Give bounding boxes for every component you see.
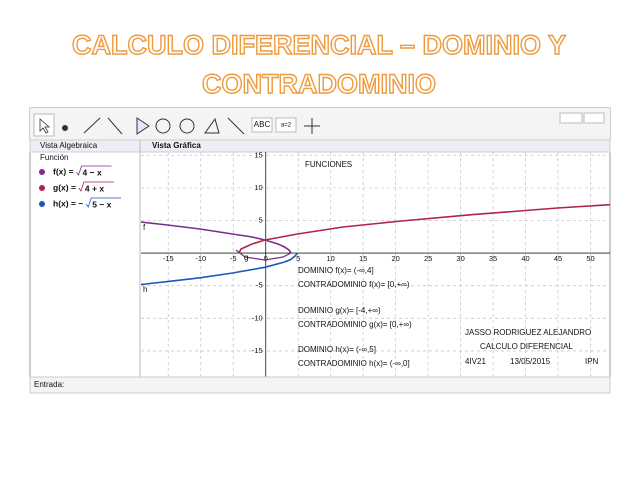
slide-title: CONTRADOMINIO: [202, 69, 436, 99]
curve-label: f: [143, 223, 146, 232]
input-label: Entrada:: [34, 380, 64, 389]
radicand: 4 + x: [85, 183, 104, 193]
toolbar: [30, 108, 610, 140]
undo-button[interactable]: [559, 112, 583, 124]
note: DOMINIO f(x)= (-∞,4]: [298, 266, 374, 275]
tool-label: ABC: [254, 120, 271, 129]
graphics-view: -15-10-50510152025303540455015105-5-10-1…: [141, 150, 610, 377]
y-tick-label: -15: [252, 346, 263, 355]
note: CONTRADOMINIO g(x)= [0,+∞): [298, 320, 412, 329]
course: CALCULO DIFERENCIAL: [480, 342, 573, 351]
x-tick-label: 45: [554, 254, 562, 263]
y-tick-label: -5: [256, 281, 263, 290]
curve-g: [238, 203, 610, 254]
x-tick-label: 20: [391, 254, 399, 263]
object-dot[interactable]: [39, 185, 45, 191]
tool-button[interactable]: [275, 117, 297, 133]
panel-header: Vista Gráfica: [152, 141, 201, 150]
x-tick-label: 5: [296, 254, 300, 263]
panel-header: Vista Algebraica: [40, 141, 98, 150]
slide-title: CALCULO DIFERENCIAL – DOMINIO Y: [72, 30, 566, 60]
x-tick-label: 25: [424, 254, 432, 263]
function-name: h(x) = −: [53, 198, 83, 208]
x-tick-label: -15: [163, 254, 174, 263]
geogebra-window: ABC a=2 Vista Algebraica Vista Gráfica F…: [29, 107, 611, 394]
author: JASSO RODRIGUEZ ALEJANDRO: [465, 328, 591, 337]
y-tick-label: 10: [254, 183, 262, 192]
object-dot[interactable]: [39, 201, 45, 207]
x-tick-label: 15: [359, 254, 367, 263]
x-tick-label: 40: [521, 254, 529, 263]
x-tick-label: 30: [456, 254, 464, 263]
icon[interactable]: [107, 117, 123, 135]
x-tick-label: -5: [230, 254, 237, 263]
icon[interactable]: [227, 117, 245, 135]
note: DOMINIO g(x)= [-4,+∞): [298, 306, 381, 315]
redo-button[interactable]: [583, 112, 605, 124]
curve-h: [141, 252, 299, 286]
icon: [39, 118, 51, 134]
note: CONTRADOMINIO f(x)= [0,+∞): [298, 280, 410, 289]
function-name: f(x) =: [53, 166, 74, 176]
icon[interactable]: [136, 117, 150, 135]
group-label: Función: [40, 153, 68, 162]
object-dot[interactable]: [39, 169, 45, 175]
input-bar[interactable]: [29, 376, 611, 394]
toolbar-buttons: ABC a=2: [33, 112, 605, 137]
tool-button[interactable]: [251, 117, 273, 133]
group: 4IV21: [465, 357, 486, 366]
tool-label: a=2: [281, 123, 292, 129]
radical-sign: [78, 181, 114, 192]
icon[interactable]: [83, 117, 101, 134]
x-tick-label: 10: [327, 254, 335, 263]
x-tick-label: -10: [195, 254, 206, 263]
curve-arc: [235, 249, 292, 261]
icon[interactable]: [204, 117, 220, 134]
x-tick-label: 50: [586, 254, 594, 263]
note: DOMINIO h(x)= (-∞,5]: [298, 345, 376, 354]
icon[interactable]: [155, 118, 171, 134]
y-tick-label: 5: [259, 215, 263, 224]
note: CONTRADOMINIO h(x)= (-∞,0]: [298, 359, 410, 368]
radicand: 5 − x: [92, 199, 111, 209]
heading: FUNCIONES: [305, 160, 352, 169]
radicand: 4 − x: [83, 167, 102, 177]
algebra-view: Función f(x) = 4 − x g(x) = 4 + xh(x) = − 5 …: [39, 153, 122, 209]
curve-f: [141, 221, 292, 254]
y-tick-label: 15: [254, 150, 262, 159]
date: 13/05/2015: [510, 357, 551, 366]
function-name: g(x) =: [53, 182, 76, 192]
radical-sign: [85, 197, 122, 208]
icon[interactable]: [62, 125, 68, 131]
icon[interactable]: [179, 118, 195, 134]
y-tick-label: -10: [252, 313, 263, 322]
curve-label: g: [244, 253, 248, 262]
curve-label: h: [143, 285, 147, 294]
radical-sign: [76, 165, 112, 176]
school: IPN: [585, 357, 599, 366]
panel-headers: [29, 139, 611, 153]
x-tick-label: 35: [489, 254, 497, 263]
icon[interactable]: [304, 118, 320, 134]
